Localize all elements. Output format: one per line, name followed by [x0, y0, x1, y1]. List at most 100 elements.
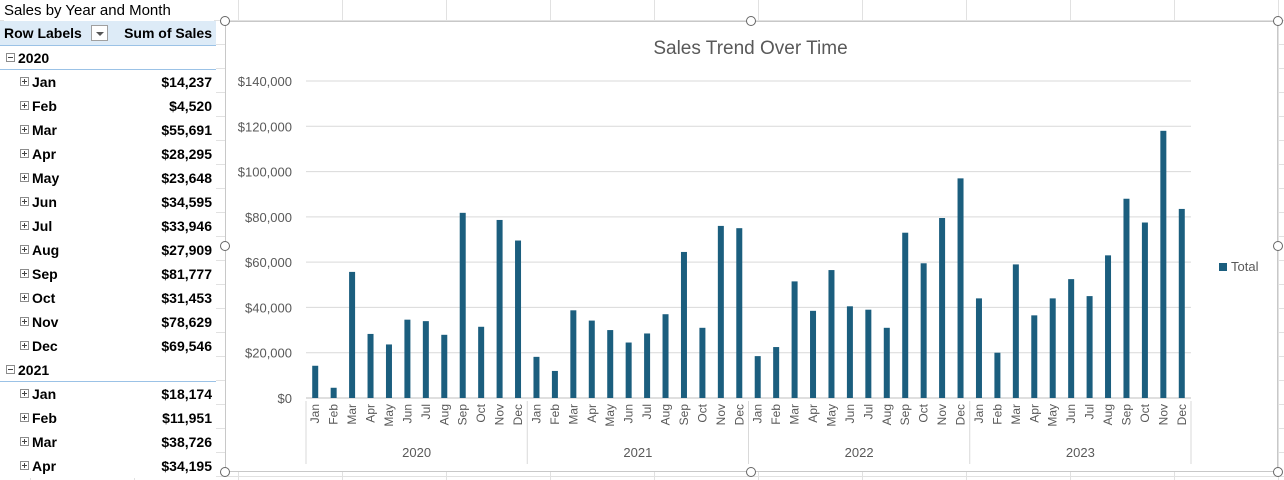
bar [533, 356, 540, 398]
resize-handle[interactable] [220, 16, 230, 26]
pivot-year-row[interactable]: 2021 [0, 358, 216, 382]
x-tick-label: Feb [327, 404, 341, 425]
expand-icon[interactable] [20, 101, 29, 110]
row-value: $4,520 [169, 98, 212, 114]
pivot-month-row[interactable]: Dec $69,546 [0, 334, 216, 358]
bar [385, 344, 392, 398]
pivot-month-row[interactable]: Nov $78,629 [0, 310, 216, 334]
y-tick-label: $100,000 [238, 165, 292, 180]
pivot-month-row[interactable]: Apr $34,195 [0, 454, 216, 478]
y-tick-label: $80,000 [245, 210, 292, 225]
collapse-icon[interactable] [6, 365, 15, 374]
pivot-month-row[interactable]: Jan $14,237 [0, 70, 216, 94]
expand-icon[interactable] [20, 293, 29, 302]
pivot-month-row[interactable]: Jun $34,595 [0, 190, 216, 214]
row-label: Apr [32, 458, 57, 474]
bar [662, 314, 669, 398]
row-label: Feb [32, 98, 57, 114]
resize-handle[interactable] [220, 241, 230, 251]
y-tick-label: $40,000 [245, 300, 292, 315]
expand-icon[interactable] [20, 125, 29, 134]
bar [441, 334, 448, 398]
expand-icon[interactable] [20, 149, 29, 158]
x-tick-label: Apr [585, 404, 599, 423]
pivot-month-row[interactable]: Apr $28,295 [0, 142, 216, 166]
bar [1141, 222, 1148, 398]
pivot-month-row[interactable]: Oct $31,453 [0, 286, 216, 310]
x-tick-label: Mar [1009, 404, 1023, 425]
resize-handle[interactable] [220, 467, 230, 477]
expand-icon[interactable] [20, 173, 29, 182]
x-tick-label: Dec [1175, 404, 1189, 425]
pivot-month-row[interactable]: Aug $27,909 [0, 238, 216, 262]
expand-icon[interactable] [20, 197, 29, 206]
expand-icon[interactable] [20, 413, 29, 422]
x-tick-label: Mar [788, 404, 802, 425]
pivot-month-row[interactable]: Mar $38,726 [0, 430, 216, 454]
expand-icon[interactable] [20, 389, 29, 398]
resize-handle[interactable] [1273, 241, 1283, 251]
collapse-icon[interactable] [6, 53, 15, 62]
x-tick-label: May [382, 404, 396, 427]
bar [1178, 208, 1185, 398]
expand-icon[interactable] [20, 245, 29, 254]
x-tick-label: Oct [695, 403, 709, 422]
pivot-table: Row Labels Sum of Sales 2020 Jan $14,237 Fe… [0, 21, 216, 478]
pivot-month-row[interactable]: Feb $4,520 [0, 94, 216, 118]
x-tick-label: Sep [677, 404, 691, 426]
expand-icon[interactable] [20, 317, 29, 326]
expand-icon[interactable] [20, 221, 29, 230]
pivot-month-row[interactable]: Sep $81,777 [0, 262, 216, 286]
bar [478, 326, 485, 398]
pivot-month-row[interactable]: Mar $55,691 [0, 118, 216, 142]
x-tick-label: Nov [1156, 404, 1170, 425]
row-label: Jun [32, 194, 57, 210]
expand-icon[interactable] [20, 341, 29, 350]
expand-icon[interactable] [20, 461, 29, 470]
x-tick-label: Sep [1119, 404, 1133, 426]
row-value: $34,195 [161, 458, 212, 474]
pivot-month-row[interactable]: Jul $33,946 [0, 214, 216, 238]
pivot-month-row[interactable]: Feb $11,951 [0, 406, 216, 430]
pivot-month-row[interactable]: Jan $18,174 [0, 382, 216, 406]
group-label: 2021 [623, 445, 652, 460]
row-value: $34,595 [161, 194, 212, 210]
bar [496, 219, 503, 398]
bar [736, 228, 743, 398]
row-label: Feb [32, 410, 57, 426]
x-tick-label: Dec [511, 404, 525, 425]
expand-icon[interactable] [20, 77, 29, 86]
bar [1031, 315, 1038, 398]
resize-handle[interactable] [746, 467, 756, 477]
bar [939, 217, 946, 398]
x-tick-label: Apr [806, 404, 820, 423]
group-label: 2020 [402, 445, 431, 460]
x-tick-label: May [603, 404, 617, 427]
bar [865, 309, 872, 398]
pivot-rows: 2020 Jan $14,237 Feb $4,520 Mar $55,691 Apr $28,… [0, 46, 216, 478]
pivot-month-row[interactable]: May $23,648 [0, 166, 216, 190]
resize-handle[interactable] [1273, 467, 1283, 477]
x-tick-label: Aug [1101, 404, 1115, 425]
row-labels-header[interactable]: Row Labels [4, 25, 82, 41]
filter-dropdown-icon[interactable] [91, 25, 108, 41]
resize-handle[interactable] [746, 16, 756, 26]
bar [1160, 130, 1167, 399]
bar [717, 225, 724, 398]
chart-title: Sales Trend Over Time [653, 38, 847, 59]
pivot-header: Row Labels Sum of Sales [0, 21, 216, 46]
x-tick-label: Aug [437, 404, 451, 425]
row-value: $69,546 [161, 338, 212, 354]
pivot-year-row[interactable]: 2020 [0, 46, 216, 70]
bar [404, 319, 411, 398]
bar [330, 387, 337, 398]
x-tick-label: Mar [566, 404, 580, 425]
bar [312, 365, 319, 398]
x-tick-label: Jul [861, 404, 875, 419]
sales-chart[interactable]: Sales Trend Over Time $0 $20,000 $40,000 $60… [225, 21, 1278, 472]
expand-icon[interactable] [20, 269, 29, 278]
sum-of-sales-header[interactable]: Sum of Sales [124, 25, 212, 41]
bar [625, 342, 632, 398]
expand-icon[interactable] [20, 437, 29, 446]
resize-handle[interactable] [1273, 16, 1283, 26]
